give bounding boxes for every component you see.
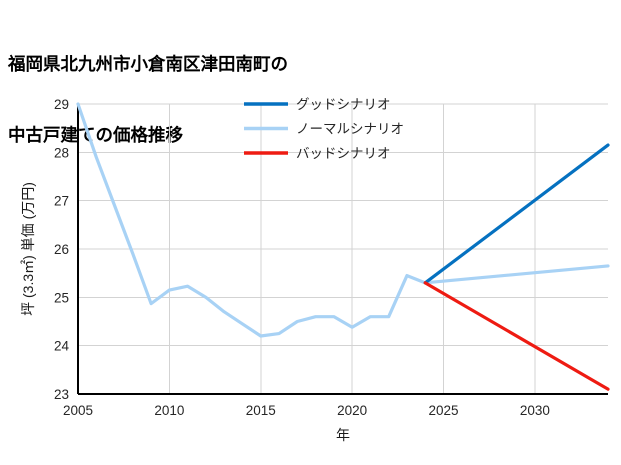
series-line-ノーマルシナリオ — [76, 102, 610, 338]
x-tick-label: 2010 — [154, 403, 184, 418]
chart-title: 福岡県北九州市小倉南区津田南町の 中古戸建ての価格推移 — [8, 6, 608, 195]
y-tick-labels-group: 23 24 25 26 27 28 29 — [54, 97, 70, 402]
y-tick-label: 23 — [54, 387, 69, 402]
series-line-バッドシナリオ — [423, 281, 610, 391]
y-tick-label: 28 — [54, 145, 69, 160]
series-line-グッドシナリオ — [423, 143, 610, 285]
chart-title-line-2: 中古戸建ての価格推移 — [8, 125, 183, 146]
y-tick-label: 26 — [54, 242, 69, 257]
y-tick-label: 24 — [54, 339, 70, 354]
x-axis-title: 年 — [336, 427, 350, 443]
y-tick-label: 29 — [54, 97, 69, 112]
x-tick-label: 2015 — [246, 403, 276, 418]
x-tick-label: 2005 — [63, 403, 93, 418]
axis-spines-group — [76, 104, 608, 396]
chart-title-line-1: 福岡県北九州市小倉南区津田南町の — [8, 54, 288, 75]
legend-label-ノーマルシナリオ: ノーマルシナリオ — [296, 122, 404, 137]
series-lines-group — [76, 102, 610, 391]
axis-titles-group: 年 坪 (3.3㎡) 単価 (万円) — [20, 182, 350, 443]
y-tick-label: 25 — [54, 290, 69, 305]
x-tick-label: 2025 — [428, 403, 458, 418]
x-tick-label: 2020 — [337, 403, 367, 418]
x-tick-label: 2030 — [520, 403, 550, 418]
x-tick-labels-group: 2005 2010 2015 2020 2025 2030 — [63, 403, 550, 418]
y-tick-label: 27 — [54, 194, 69, 209]
legend-label-バッドシナリオ: バッドシナリオ — [296, 146, 391, 161]
legend-label-グッドシナリオ: グッドシナリオ — [296, 97, 391, 112]
y-axis-title: 坪 (3.3㎡) 単価 (万円) — [20, 182, 36, 316]
